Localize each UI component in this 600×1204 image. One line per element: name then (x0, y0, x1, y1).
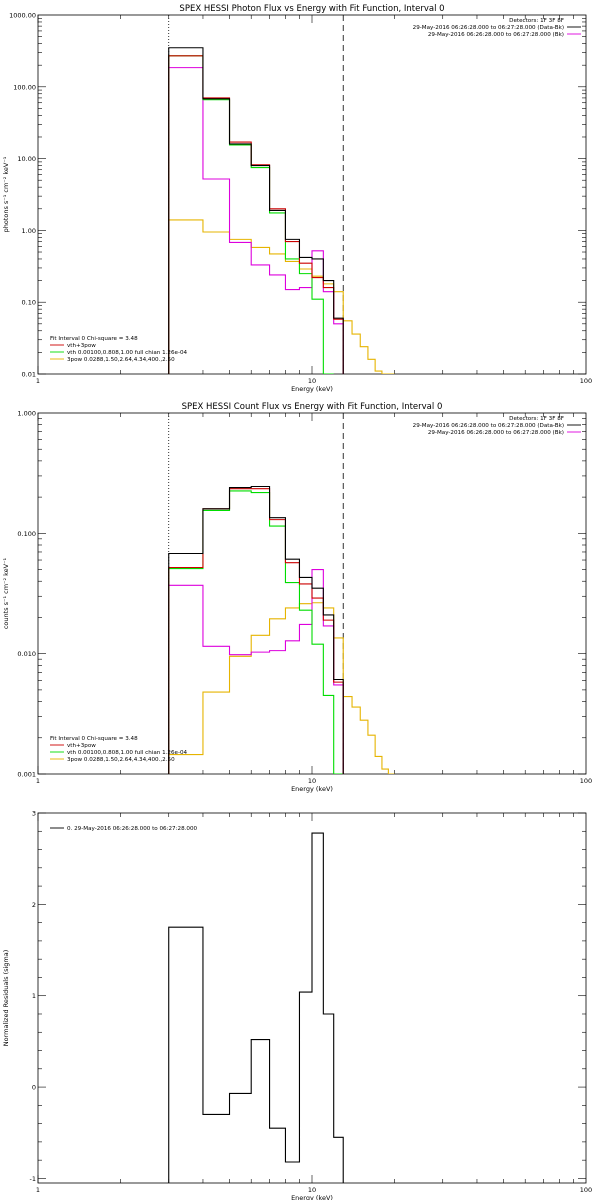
series-vth-line (168, 55, 334, 374)
y-tick-label: 3 (32, 810, 36, 818)
legend-top-entry: 29-May-2016 06:26:28.000 to 06:27:28.000… (428, 32, 564, 38)
series-bk-line (168, 67, 344, 374)
y-tick-label: -1 (30, 1175, 36, 1183)
x-tick-label: 10 (308, 377, 316, 385)
x-tick-label: 10 (308, 1186, 316, 1194)
series-residuals-line (168, 832, 344, 1183)
x-tick-label: 10 (308, 777, 316, 785)
y-axis-label: counts s⁻¹ cm⁻² keV⁻¹ (2, 557, 10, 629)
series-3pow-line (168, 219, 395, 374)
x-tick-label: 100 (580, 777, 592, 785)
series-vth-3pow-line (168, 55, 344, 374)
x-tick-label: 100 (580, 1186, 592, 1194)
x-tick-label: 1 (36, 1186, 40, 1194)
x-tick-label: 1 (36, 777, 40, 785)
legend-top-entry: Detectors: 1F 3F 8F (509, 416, 564, 422)
chart-title: SPEX HESSI Count Flux vs Energy with Fit… (182, 402, 443, 412)
y-tick-label: 0.10 (22, 299, 36, 307)
series-data-bk-line (168, 485, 344, 774)
y-axis-label: photons s⁻¹ cm⁻² keV⁻¹ (2, 156, 10, 232)
x-axis-label: Energy (keV) (291, 385, 333, 393)
series-vth-line (168, 490, 344, 774)
x-tick-label: 100 (580, 377, 592, 385)
y-tick-label: 1 (32, 992, 36, 1000)
legend-bottom-entry: Fit Interval 0 Chi-square = 3.48 (50, 336, 138, 342)
legend-bottom-entry: vth 0.00100,0.808,1.00 full chian 1.26e-… (67, 350, 188, 356)
y-tick-label: 1000.00 (9, 12, 36, 20)
x-axis-label: Energy (keV) (291, 785, 333, 793)
y-tick-label: 0.100 (17, 530, 36, 538)
legend-entry: 0. 29-May-2016 06:26:28.000 to 06:27:28.… (67, 826, 198, 832)
chart-title: SPEX HESSI Photon Flux vs Energy with Fi… (179, 4, 444, 14)
y-tick-label: 100.00 (13, 83, 36, 91)
legend-bottom-entry: vth+3pow (67, 743, 96, 749)
y-tick-label: 1.000 (17, 410, 36, 418)
legend-top-entry: 29-May-2016 06:26:28.000 to 06:27:28.000… (413, 423, 564, 429)
y-tick-label: 0.010 (17, 650, 36, 658)
series-bk-line (168, 569, 344, 774)
legend-top-entry: 29-May-2016 06:26:28.000 to 06:27:28.000… (413, 25, 564, 31)
legend-bottom-entry: 3pow 0.0288,1.50,2.64,4.34,400.,2.50 (67, 757, 175, 763)
y-tick-label: 10.00 (17, 155, 36, 163)
y-tick-label: 0.01 (22, 371, 36, 379)
plot-frame (37, 14, 587, 375)
y-tick-label: 0 (32, 1084, 36, 1092)
legend-top-entry: 29-May-2016 06:26:28.000 to 06:27:28.000… (428, 430, 564, 436)
y-tick-label: 1.00 (22, 227, 36, 235)
legend-bottom-entry: vth+3pow (67, 343, 96, 349)
x-axis-label: Energy (keV) (291, 1194, 333, 1200)
legend-bottom-entry: 3pow 0.0288,1.50,2.64,4.34,400.,2.50 (67, 357, 175, 363)
y-axis-label: Normalized Residuals (sigma) (2, 950, 10, 1047)
legend-top-entry: Detectors: 1F 3F 8F (509, 18, 564, 24)
legend-bottom-entry: Fit Interval 0 Chi-square = 3.48 (50, 736, 138, 742)
x-tick-label: 1 (36, 377, 40, 385)
series-data-bk-line (168, 47, 344, 374)
legend-bottom-entry: vth 0.00100,0.808,1.00 full chian 1.26e-… (67, 750, 188, 756)
y-tick-label: 0.001 (17, 771, 36, 779)
y-tick-label: 2 (32, 901, 36, 909)
series-vth-3pow-line (168, 488, 344, 774)
